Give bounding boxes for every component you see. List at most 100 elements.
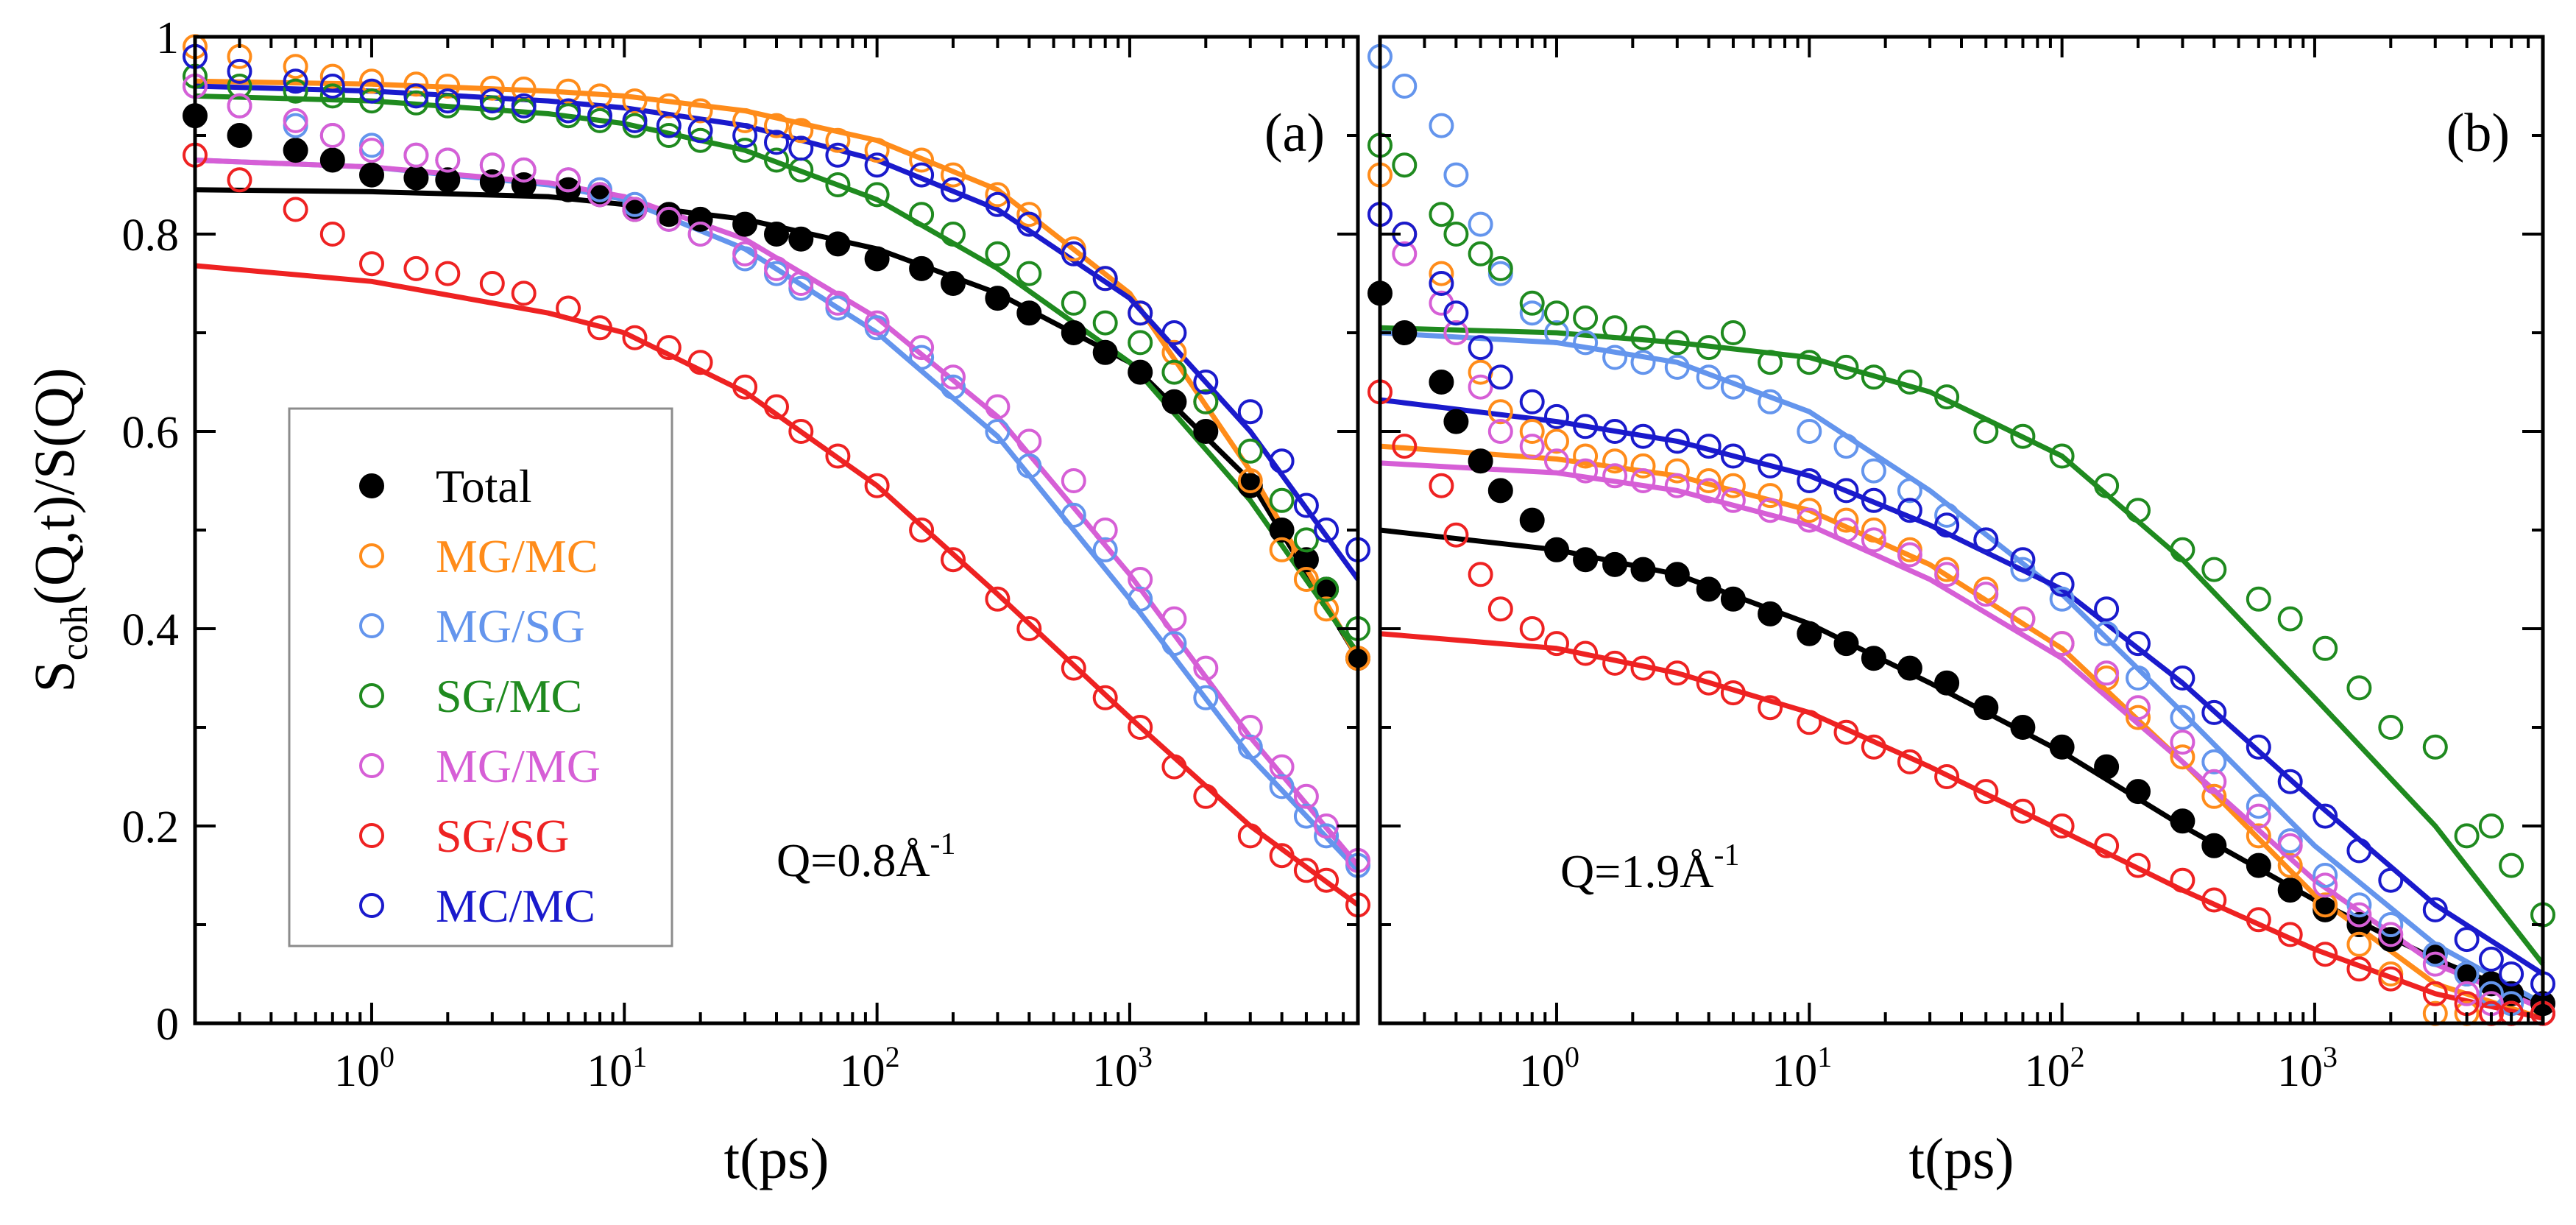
panel-b-point-mc-mc bbox=[1758, 453, 1783, 479]
panel-a-point-mg-mg bbox=[283, 107, 308, 133]
panel-b-point-mc-mc bbox=[2313, 803, 2338, 829]
panel-a-point-total bbox=[283, 138, 308, 163]
panel-b-point-mg-mg bbox=[2454, 981, 2480, 1006]
panel-b-point-total bbox=[1630, 557, 1656, 582]
panel-b-point-sg-sg bbox=[2126, 852, 2151, 878]
panel-b-point-mc-mc bbox=[1833, 478, 1859, 504]
panel-a-point-sg-mc bbox=[1061, 290, 1086, 316]
panel-b-point-mg-mc bbox=[2201, 783, 2227, 809]
panel-b-point-total bbox=[1519, 507, 1545, 533]
panel-a-point-mg-mc bbox=[1237, 468, 1263, 493]
panel-a-point-mg-sg bbox=[1193, 685, 1219, 710]
panel-a-point-mg-mc bbox=[1016, 202, 1042, 227]
panel-a-y-tick-label: 0.6 bbox=[122, 408, 180, 458]
panel-a-point-mg-mc bbox=[435, 74, 461, 99]
panel-b-point-mc-mc bbox=[1696, 434, 1722, 459]
panel-b-point-sg-mc bbox=[2246, 586, 2271, 612]
panel-b-point-mg-sg bbox=[1519, 300, 1545, 326]
panel-b-point-mg-mg bbox=[2170, 730, 2195, 755]
panel-a-point-total bbox=[1092, 339, 1118, 365]
panel-a-point-sg-sg bbox=[1061, 655, 1086, 681]
panel-a-point-sg-mc bbox=[764, 147, 789, 173]
panel-b-point-mg-mc bbox=[1429, 261, 1454, 286]
panel-b-point-mg-sg bbox=[1392, 74, 1418, 99]
panel-b-point-mg-sg bbox=[1602, 345, 1628, 370]
panel-b-point-mg-mg bbox=[2346, 902, 2372, 928]
panel-b-point-mc-mc bbox=[2246, 734, 2271, 760]
panel-a-x-ticks: 100 101 102 103 bbox=[194, 37, 1359, 1096]
panel-b-point-mg-mg bbox=[1573, 458, 1599, 484]
panel-b-x-tick-exp: 1 bbox=[1817, 1040, 1832, 1073]
panel-b-point-sg-mc bbox=[2010, 423, 2036, 449]
panel-a-point-sg-sg bbox=[1161, 754, 1187, 780]
panel-b-x-tick-base: 10 bbox=[2277, 1046, 2323, 1096]
panel-b-point-mg-sg bbox=[2126, 666, 2151, 691]
panel-b-point-sg-sg bbox=[1720, 680, 1746, 706]
panel-a-point-total bbox=[825, 231, 851, 257]
panel-a-point-mc-mc bbox=[1061, 241, 1086, 266]
panel-a-point-total bbox=[1061, 320, 1086, 345]
panel-b-point-mg-sg bbox=[2277, 828, 2303, 854]
panel-b-point-total bbox=[2094, 754, 2120, 780]
panel-b-point-mg-mg bbox=[1630, 468, 1656, 493]
panel-a-point-sg-sg bbox=[435, 261, 461, 286]
panel-b-point-total bbox=[1797, 621, 1822, 646]
panel-b-point-mg-mc bbox=[1696, 468, 1722, 493]
panel-b-point-sg-sg bbox=[2170, 867, 2195, 893]
panel-b-point-mg-sg bbox=[1934, 502, 1960, 528]
panel-a-point-total bbox=[941, 271, 966, 296]
panel-a-point-mg-sg bbox=[359, 133, 384, 158]
panel-a-point-mg-mg bbox=[732, 241, 758, 266]
panel-a-point-mc-mc bbox=[985, 191, 1011, 217]
panel-b-point-sg-sg bbox=[1758, 695, 1783, 721]
panel-b-point-sg-sg bbox=[1392, 434, 1418, 459]
panel-b-point-mg-mg bbox=[2094, 660, 2120, 686]
panel-b-point-mg-mc bbox=[2170, 744, 2195, 770]
panel-b-point-mg-sg bbox=[1758, 389, 1783, 414]
panel-b-point-sg-mc bbox=[2094, 473, 2120, 498]
panel-a-point-sg-mc bbox=[985, 241, 1011, 266]
panel-b-q-prefix: Q=1.9Å bbox=[1560, 845, 1714, 897]
panel-b-q-annotation: Q=1.9Å-1 bbox=[1560, 839, 1740, 897]
panel-a-point-mg-sg bbox=[1016, 453, 1042, 479]
panel-b-point-sg-sg bbox=[1664, 660, 1690, 686]
panel-a-point-sg-mc bbox=[864, 182, 890, 208]
y-axis-label: Scoh(Q,t)/S(Q) bbox=[22, 367, 96, 692]
panel-b-point-mg-mg bbox=[1833, 518, 1859, 543]
panel-b-point-mg-sg bbox=[2246, 794, 2271, 819]
panel-a-point-total bbox=[1269, 518, 1295, 543]
panel-b-x-tick-label: 101 bbox=[1772, 1040, 1832, 1096]
panel-a-point-mc-mc bbox=[403, 83, 429, 109]
panel-b-point-mc-mc bbox=[1544, 403, 1569, 429]
panel-b-point-sg-mc bbox=[2170, 537, 2195, 562]
panel-b-fit-mc-mc bbox=[1379, 397, 2544, 976]
panel-a-point-sg-sg bbox=[1293, 858, 1319, 883]
panel-a-x-tick-base: 10 bbox=[587, 1046, 632, 1096]
panel-b-x-tick-base: 10 bbox=[1772, 1046, 1817, 1096]
panel-b-point-sg-mc bbox=[1392, 152, 1418, 178]
panel-b-point-sg-sg bbox=[1519, 616, 1545, 641]
panel-a-point-mc-mc bbox=[283, 68, 308, 94]
panel-a-point-sg-sg bbox=[556, 295, 581, 321]
panel-a-point-mg-mc bbox=[1314, 596, 1340, 622]
panel-a-point-mc-mc bbox=[587, 103, 612, 129]
panel-b-point-total bbox=[1833, 631, 1859, 657]
panel-b-point-mg-mg bbox=[1934, 562, 1960, 587]
panel-b-point-mc-mc bbox=[2201, 699, 2227, 725]
panel-a-y-tick-label: 0.8 bbox=[122, 211, 180, 261]
panel-b-point-mg-mg bbox=[1973, 582, 1999, 607]
panel-a-point-total bbox=[403, 165, 429, 191]
panel-a-point-mg-mg bbox=[1128, 567, 1153, 592]
panel-a-point-sg-sg bbox=[985, 586, 1011, 612]
panel-a-point-total bbox=[1293, 547, 1319, 573]
panel-b-y-ticks bbox=[1380, 35, 2543, 1025]
panel-a-point-mg-mg bbox=[909, 335, 935, 361]
panel-a-point-mg-mg bbox=[1293, 783, 1319, 809]
panel-b-point-mg-mg bbox=[1602, 463, 1628, 489]
panel-a-point-sg-sg bbox=[1193, 783, 1219, 809]
panel-b-point-total bbox=[1664, 562, 1690, 587]
panel-a-point-sg-sg bbox=[622, 325, 648, 350]
panel-a-point-total bbox=[909, 255, 935, 281]
panel-a-x-tick-exp: 1 bbox=[632, 1040, 647, 1073]
panel-b-point-mg-mg bbox=[1897, 542, 1922, 568]
